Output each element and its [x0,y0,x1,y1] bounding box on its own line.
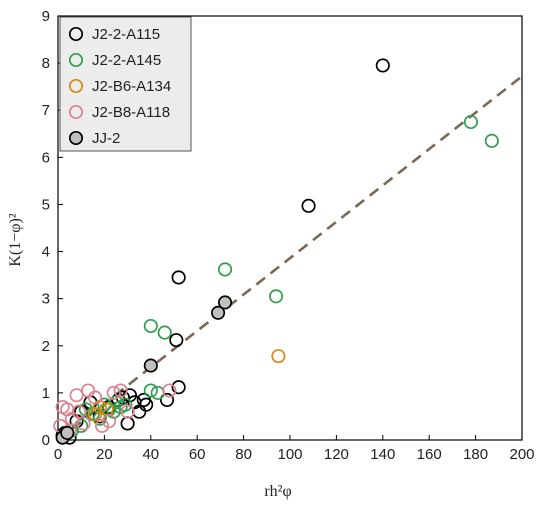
x-tick-label: 80 [235,446,252,463]
data-point [217,295,233,310]
legend-marker [68,130,84,146]
legend-entries: J2-2-A115 J2-2-A145 J2-B6-A134 J2-B8-A118 JJ… [68,26,171,147]
y-tick-label: 9 [42,8,50,25]
data-point [118,397,133,412]
data-point [171,380,186,395]
legend-label: J2-B8-A118 [92,104,170,121]
x-tick-label: 140 [370,446,395,463]
data-point [484,133,499,148]
y-tick-label: 3 [42,291,50,308]
data-point [101,414,117,429]
data-point [113,383,128,398]
data-point [269,289,284,304]
data-point [60,425,75,440]
data-point [301,198,316,213]
trendline [57,75,523,442]
x-tick-label: 20 [96,446,113,463]
y-tick-label: 6 [42,149,50,166]
data-point [71,404,86,419]
legend-label: J2-2-A145 [92,52,161,69]
data-point [106,385,121,400]
data-point [74,418,89,433]
data-point [139,397,154,412]
y-tick-label: 2 [42,338,50,355]
data-point [171,270,186,285]
legend-marker [68,78,84,94]
points-layer [53,58,499,445]
data-point [120,404,135,419]
data-point [108,395,124,410]
data-point [143,318,158,334]
data-point [95,418,110,433]
data-point [69,388,84,403]
x-tick-label: 60 [189,446,206,463]
data-point [143,383,158,398]
data-point [375,58,390,73]
data-point [150,385,165,400]
legend-marker [68,52,84,68]
data-point [211,305,226,320]
data-point [162,383,177,398]
data-point [157,325,172,340]
data-point [463,114,479,130]
y-axis-title: K(1−φ)² [7,213,24,266]
legend-marker [68,104,84,120]
y-tick-label: 0 [42,432,50,449]
data-point [159,392,175,408]
data-point [88,407,103,422]
legend: J2-2-A115 J2-2-A145 J2-B6-A134 J2-B8-A118 JJ… [59,16,192,152]
legend-label: J2-2-A115 [92,26,160,43]
y-tick-label: 8 [42,55,50,72]
data-point [88,390,103,405]
x-axis-title: rh²φ [264,483,291,500]
data-point [76,416,91,431]
x-tick-label: 40 [142,446,159,463]
data-point [217,262,233,277]
series-jj-2 [55,295,233,445]
x-tick-label: 0 [54,446,62,463]
y-tick-label: 7 [42,102,50,119]
data-point [169,333,184,348]
y-tick-label: 4 [42,244,50,261]
data-point [143,358,158,373]
data-point [81,383,96,398]
x-tick-label: 200 [509,446,534,463]
x-tick-label: 120 [324,446,349,463]
data-point [271,349,286,364]
x-tick-label: 100 [277,446,302,463]
legend-label: J2-B6-A134 [92,78,171,95]
x-tick-label: 180 [463,446,488,463]
ticks-layer: 0 20 40 60 80 100 120 140 160 180 200 0 1 2 3 4 5 6 7 8 9 [42,8,535,463]
y-tick-label: 5 [42,196,50,213]
y-tick-label: 1 [42,385,50,402]
legend-label: JJ-2 [92,130,120,147]
x-tick-label: 160 [417,446,442,463]
legend-marker [68,26,84,42]
data-point [120,416,135,431]
trendline-layer [57,75,523,442]
